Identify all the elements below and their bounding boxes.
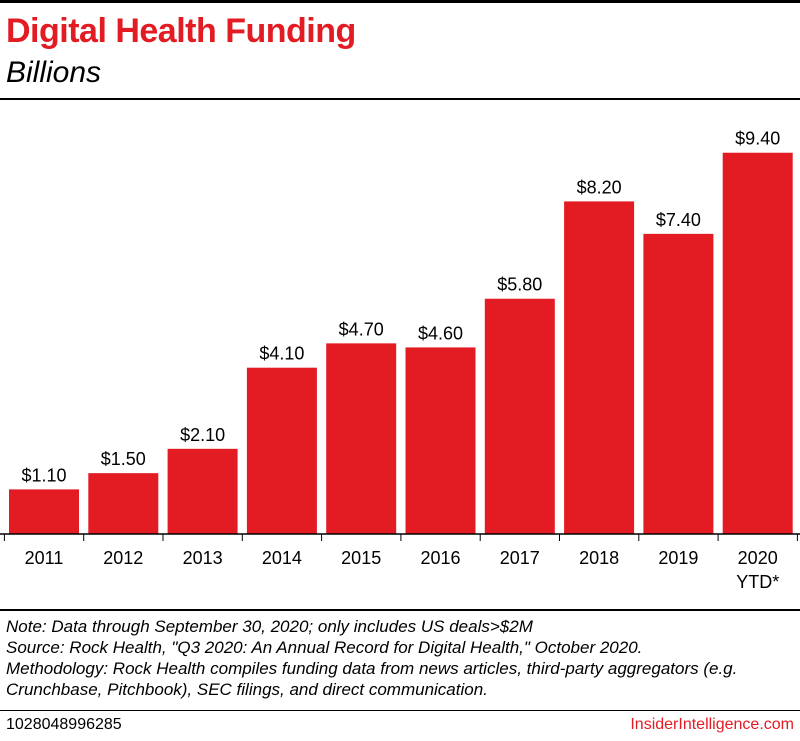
x-tick-label-2020: 2020 (738, 548, 778, 568)
chart-id: 1028048996285 (6, 716, 122, 733)
value-label-2018: $8.20 (577, 177, 622, 197)
x-tick-label-2019: 2019 (658, 548, 698, 568)
footer-divider (0, 710, 800, 711)
bar-2015 (326, 343, 397, 534)
bar-2011 (9, 489, 79, 534)
x-tick-label-2017: 2017 (500, 548, 540, 568)
value-label-2016: $4.60 (418, 323, 463, 343)
value-label-2019: $7.40 (656, 210, 701, 230)
value-label-2020: $9.40 (735, 129, 780, 149)
bar-2019 (643, 233, 714, 534)
chart-subtitle: Billions (6, 56, 102, 89)
notes-block: Note: Data through September 30, 2020; o… (6, 616, 737, 700)
bar-2020 (722, 152, 793, 534)
bar-2017 (484, 298, 555, 534)
brand-link[interactable]: InsiderIntelligence.com (630, 716, 794, 733)
value-label-2012: $1.50 (101, 449, 146, 469)
methodology-text-1: Methodology: Rock Health compiles fundin… (6, 659, 738, 678)
x-tick-sublabel-2020: YTD* (736, 572, 779, 592)
value-label-2015: $4.70 (339, 319, 384, 339)
x-tick-label-2018: 2018 (579, 548, 619, 568)
value-label-2017: $5.80 (497, 275, 542, 295)
bar-2018 (564, 201, 635, 535)
x-tick-label-2013: 2013 (183, 548, 223, 568)
chart-title: Digital Health Funding (6, 12, 356, 50)
x-tick-label-2016: 2016 (420, 548, 460, 568)
top-rule (0, 0, 800, 3)
methodology-text-2: Crunchbase, Pitchbook), SEC filings, and… (6, 680, 488, 699)
notes-divider (0, 609, 800, 611)
x-tick-label-2014: 2014 (262, 548, 302, 568)
header-divider (0, 98, 800, 100)
bar-chart: $1.10 2011 $1.50 2012 $2.10 2013 $4.10 2014 $4.7… (0, 129, 800, 592)
source-text: Source: Rock Health, "Q3 2020: An Annual… (6, 638, 643, 657)
value-label-2013: $2.10 (180, 425, 225, 445)
x-tick-label-2012: 2012 (103, 548, 143, 568)
bar-2013 (167, 448, 238, 534)
bar-2012 (88, 473, 159, 534)
note-text: Note: Data through September 30, 2020; o… (6, 617, 533, 636)
value-label-2014: $4.10 (259, 344, 304, 364)
value-label-2011: $1.10 (21, 465, 66, 485)
x-tick-label-2011: 2011 (25, 548, 64, 568)
bar-2016 (405, 347, 476, 534)
x-tick-label-2015: 2015 (341, 548, 381, 568)
bar-2014 (246, 367, 317, 534)
